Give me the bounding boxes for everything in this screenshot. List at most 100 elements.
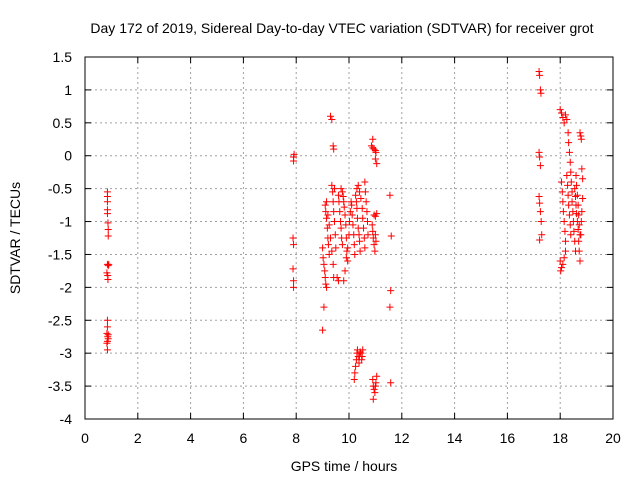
data-point	[350, 241, 358, 249]
data-point	[575, 247, 583, 255]
data-point	[371, 155, 379, 163]
x-tick-label: 16	[500, 430, 516, 446]
data-point	[572, 193, 580, 201]
y-tick-label: -0.5	[48, 181, 72, 197]
data-point	[560, 254, 568, 262]
y-tick-label: 1.5	[53, 49, 73, 65]
data-point	[579, 195, 587, 203]
data-point	[352, 191, 360, 199]
data-point	[348, 201, 356, 209]
x-tick-label: 20	[605, 430, 621, 446]
y-tick-label: -1	[60, 214, 73, 230]
x-tick-label: 10	[341, 430, 357, 446]
data-point	[576, 257, 584, 265]
data-point	[361, 188, 369, 196]
x-tick-label: 18	[552, 430, 568, 446]
data-point	[568, 198, 576, 206]
data-point	[340, 198, 348, 206]
x-tick-label: 4	[187, 430, 195, 446]
data-point	[371, 247, 379, 255]
data-point	[558, 264, 566, 272]
data-point	[574, 201, 582, 209]
data-point	[386, 303, 394, 311]
y-tick-label: -2.5	[48, 312, 72, 328]
data-point	[330, 145, 338, 153]
data-point	[558, 188, 566, 196]
data-point	[319, 244, 327, 252]
x-tick-label: 2	[134, 430, 142, 446]
data-point	[372, 148, 380, 156]
data-point	[575, 211, 583, 219]
data-point	[328, 247, 336, 255]
x-tick-labels: 0 2 4 6 8 10 12 14 16 18 20	[81, 430, 621, 446]
data-points	[103, 67, 587, 403]
data-point	[333, 273, 341, 281]
data-point	[323, 198, 331, 206]
data-point	[330, 208, 338, 216]
data-point	[536, 208, 544, 216]
data-point	[387, 287, 395, 295]
data-point	[557, 267, 565, 275]
data-point	[371, 382, 379, 390]
data-point	[537, 89, 545, 97]
data-point	[337, 224, 345, 232]
data-point	[566, 221, 574, 229]
data-point	[537, 218, 545, 226]
data-point	[342, 254, 350, 262]
data-point	[572, 171, 580, 179]
data-point	[354, 181, 362, 189]
data-point	[352, 362, 360, 370]
data-point	[370, 385, 378, 393]
data-point	[103, 329, 111, 337]
data-point	[289, 265, 297, 273]
data-point	[576, 129, 584, 137]
data-point	[322, 280, 330, 288]
data-point	[341, 267, 349, 275]
data-point	[346, 208, 354, 216]
y-tick-labels: -4 -3.5 -3 -2.5 -2 -1.5 -1 -0.5 0 0.5 1 1.5	[48, 49, 72, 427]
data-point	[290, 241, 298, 249]
data-point	[386, 191, 394, 199]
data-point	[350, 376, 358, 384]
data-point	[103, 210, 111, 218]
data-point	[349, 221, 357, 229]
data-point	[103, 339, 111, 347]
data-point	[343, 247, 351, 255]
data-point	[563, 171, 571, 179]
data-point	[104, 262, 112, 270]
data-point	[565, 211, 573, 219]
y-tick-label: -3	[60, 345, 73, 361]
data-point	[324, 241, 332, 249]
data-point	[565, 139, 573, 147]
data-point	[556, 106, 564, 114]
data-point	[323, 224, 331, 232]
data-point	[105, 260, 113, 268]
data-point	[567, 231, 575, 239]
data-point	[564, 181, 572, 189]
data-point	[290, 283, 298, 291]
data-point	[360, 234, 368, 242]
data-point	[563, 116, 571, 124]
data-point	[535, 193, 543, 201]
data-point	[327, 112, 335, 120]
data-point	[369, 395, 377, 403]
data-point	[323, 214, 331, 222]
data-point	[567, 178, 575, 186]
data-point	[104, 219, 112, 227]
data-point	[355, 231, 363, 239]
x-tick-label: 6	[240, 430, 248, 446]
data-point	[290, 277, 298, 285]
data-point	[559, 198, 567, 206]
data-point	[330, 218, 338, 226]
x-tick-label: 14	[447, 430, 463, 446]
data-point	[372, 379, 380, 387]
data-point	[362, 198, 370, 206]
y-tick-label: -2	[60, 279, 73, 295]
x-tick-label: 12	[394, 430, 410, 446]
data-point	[387, 379, 395, 387]
data-point	[351, 369, 359, 377]
data-point	[337, 185, 345, 193]
chart-title: Day 172 of 2019, Sidereal Day-to-day VTE…	[90, 20, 593, 36]
data-point	[564, 191, 572, 199]
